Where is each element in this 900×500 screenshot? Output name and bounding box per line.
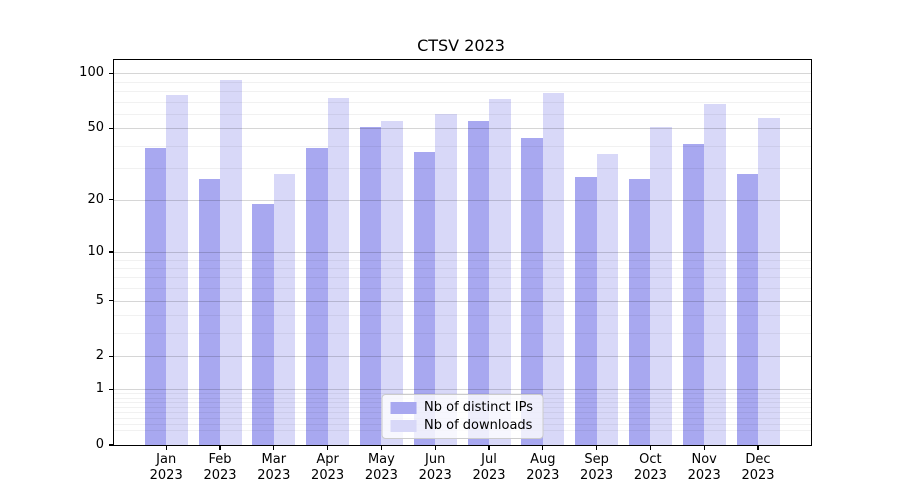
bar-distinct-ips xyxy=(359,126,382,445)
axis-layer: 0 1 2 5 10 20 50 100 Jan 2023 Feb 2023 Mar 2023 Apr… xyxy=(79,60,811,483)
y-tick-mark xyxy=(109,388,114,390)
bar-downloads xyxy=(704,103,726,445)
bar-downloads xyxy=(489,99,511,445)
bar-distinct-ips xyxy=(628,179,651,445)
x-tick-label: Jan 2023 xyxy=(149,452,183,483)
x-tick-mark xyxy=(327,445,329,450)
y-tick-label: 2 xyxy=(95,348,104,364)
bar-distinct-ips xyxy=(306,147,328,445)
x-tick-mark xyxy=(434,445,436,450)
y-tick-label: 1 xyxy=(95,381,104,397)
x-tick-label: Aug 2023 xyxy=(526,452,560,483)
legend-swatch-downloads xyxy=(390,419,417,432)
legend-swatch-distinct-ips xyxy=(390,401,417,414)
y-tick-mark xyxy=(109,199,114,201)
bar-downloads xyxy=(327,98,350,445)
bar-downloads xyxy=(166,95,188,445)
x-tick-mark xyxy=(757,445,759,450)
bar-distinct-ips xyxy=(413,151,436,445)
x-tick-label: Sep 2023 xyxy=(580,452,614,483)
bar-distinct-ips xyxy=(575,176,597,445)
legend: Nb of distinct IPs Nb of downloads xyxy=(381,394,544,439)
legend-label-downloads: Nb of downloads xyxy=(424,418,533,433)
bar-downloads xyxy=(542,93,565,445)
bar-distinct-ips xyxy=(252,203,274,445)
bar-downloads xyxy=(220,79,242,445)
bar-distinct-ips xyxy=(682,143,705,445)
legend-item-downloads: Nb of downloads xyxy=(390,418,533,433)
y-tick-label: 10 xyxy=(87,243,104,259)
bar-downloads xyxy=(435,113,457,445)
x-tick-mark xyxy=(596,445,598,450)
legend-label-distinct-ips: Nb of distinct IPs xyxy=(424,400,533,415)
x-tick-label: Jun 2023 xyxy=(418,452,452,483)
y-tick-label: 20 xyxy=(87,191,104,207)
bar-distinct-ips xyxy=(198,179,220,445)
y-tick-label: 100 xyxy=(79,65,104,81)
x-tick-label: Apr 2023 xyxy=(311,452,345,483)
y-tick-mark xyxy=(109,444,114,446)
y-tick-label: 5 xyxy=(95,292,104,308)
x-tick-label: Oct 2023 xyxy=(633,452,667,483)
x-tick-mark xyxy=(273,445,275,450)
x-tick-mark xyxy=(542,445,544,450)
bar-distinct-ips xyxy=(521,138,543,445)
bar-distinct-ips xyxy=(467,120,489,445)
x-tick-mark xyxy=(219,445,221,450)
x-tick-mark xyxy=(703,445,705,450)
x-tick-label: Jul 2023 xyxy=(472,452,506,483)
y-tick-label: 0 xyxy=(95,437,104,452)
x-tick-mark xyxy=(380,445,383,450)
y-tick-mark xyxy=(109,300,114,302)
bar-distinct-ips xyxy=(736,173,758,445)
x-tick-mark xyxy=(165,445,167,450)
bars-layer xyxy=(114,60,811,445)
chart-title: CTSV 2023 xyxy=(417,36,505,55)
x-tick-label: May 2023 xyxy=(364,452,398,483)
x-tick-mark xyxy=(488,445,490,450)
y-tick-mark xyxy=(109,251,114,253)
bar-downloads xyxy=(381,120,403,445)
x-tick-mark xyxy=(649,445,652,450)
bar-distinct-ips xyxy=(144,147,167,445)
y-tick-mark xyxy=(109,355,114,358)
x-tick-label: Dec 2023 xyxy=(741,452,775,483)
y-tick-mark xyxy=(109,72,114,74)
x-tick-label: Mar 2023 xyxy=(257,452,291,483)
x-tick-label: Nov 2023 xyxy=(687,452,721,483)
bar-downloads xyxy=(273,173,296,445)
x-tick-label: Feb 2023 xyxy=(203,452,237,483)
legend-item-distinct-ips: Nb of distinct IPs xyxy=(390,400,533,415)
bar-downloads xyxy=(758,117,780,445)
y-tick-label: 50 xyxy=(87,120,104,136)
bar-downloads xyxy=(650,126,672,445)
y-tick-mark xyxy=(109,127,114,129)
plot-area: 0 1 2 5 10 20 50 100 Jan 2023 Feb 2023 Mar 2023 Apr… xyxy=(79,59,812,483)
bar-downloads xyxy=(596,154,619,445)
